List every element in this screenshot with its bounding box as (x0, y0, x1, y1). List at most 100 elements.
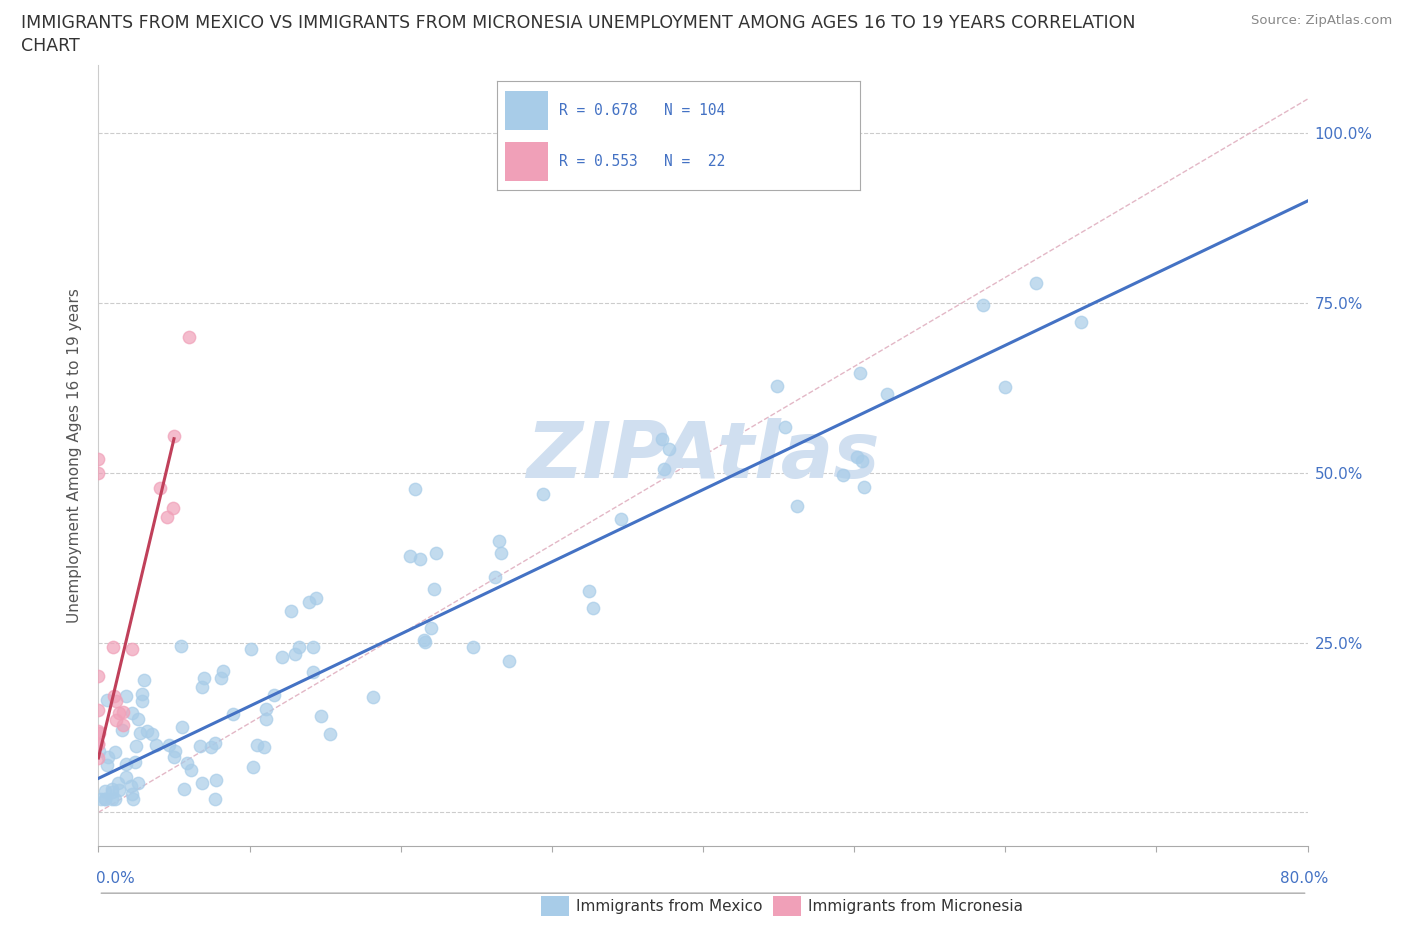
Point (489, 545, 512, 560)
Point (149, 480, 172, 495)
Point (209, 671, 232, 685)
Point (193, 671, 215, 685)
Point (107, 706, 129, 721)
Point (876, 387, 898, 402)
Text: 80.0%: 80.0% (1281, 871, 1329, 886)
Point (205, 773, 228, 788)
Point (96, 757, 118, 772)
Point (533, 486, 555, 501)
Point (288, 640, 311, 655)
Point (263, 687, 285, 702)
Point (87, 669, 110, 684)
Point (610, 512, 633, 526)
Point (107, 776, 129, 790)
Point (832, 467, 855, 482)
Point (180, 763, 202, 777)
Point (191, 680, 214, 695)
Point (319, 726, 342, 741)
Point (141, 727, 163, 742)
Point (652, 461, 675, 476)
Point (212, 664, 235, 679)
Point (89, 725, 111, 740)
Point (97, 750, 120, 764)
Point (104, 744, 127, 759)
Point (131, 687, 153, 702)
Point (256, 711, 278, 726)
Point (120, 778, 142, 793)
Point (111, 723, 134, 737)
Point (420, 620, 443, 635)
Point (253, 739, 276, 754)
Point (162, 429, 184, 444)
Point (114, 769, 136, 784)
Text: Immigrants from Micronesia: Immigrants from Micronesia (808, 899, 1024, 914)
Point (578, 584, 600, 599)
Point (111, 717, 134, 732)
Text: CHART: CHART (21, 37, 80, 55)
Point (94, 791, 117, 806)
Point (786, 498, 808, 513)
Point (204, 735, 226, 750)
Point (413, 633, 436, 648)
Point (188, 738, 211, 753)
Y-axis label: Unemployment Among Ages 16 to 19 years: Unemployment Among Ages 16 to 19 years (67, 288, 83, 623)
Point (100, 785, 122, 800)
Point (413, 634, 436, 649)
Point (105, 712, 128, 727)
Point (170, 639, 193, 654)
Point (177, 329, 200, 344)
Point (103, 688, 125, 703)
Point (851, 454, 873, 469)
Point (775, 419, 797, 434)
Point (463, 640, 485, 655)
Point (87, 751, 110, 765)
Point (270, 650, 292, 665)
Text: IMMIGRANTS FROM MEXICO VS IMMIGRANTS FROM MICRONESIA UNEMPLOYMENT AMONG AGES 16 : IMMIGRANTS FROM MEXICO VS IMMIGRANTS FRO… (21, 14, 1136, 32)
Point (972, 298, 994, 312)
Point (121, 706, 143, 721)
Point (90, 791, 112, 806)
Point (132, 672, 155, 687)
Point (165, 743, 187, 758)
Point (994, 379, 1017, 394)
Point (176, 755, 198, 770)
Point (108, 782, 131, 797)
Point (239, 642, 262, 657)
Point (298, 594, 321, 609)
Point (425, 545, 447, 560)
Point (361, 690, 384, 705)
Point (162, 500, 184, 515)
Point (101, 781, 124, 796)
Point (127, 711, 149, 726)
Text: Source: ZipAtlas.com: Source: ZipAtlas.com (1251, 14, 1392, 27)
Point (765, 379, 787, 393)
Point (191, 776, 214, 790)
Point (582, 601, 605, 616)
Point (173, 781, 195, 796)
Point (87, 737, 110, 751)
Point (484, 569, 506, 584)
Point (254, 702, 277, 717)
Point (101, 640, 124, 655)
Point (488, 534, 510, 549)
Point (302, 639, 325, 654)
Text: ZIPAtlas: ZIPAtlas (526, 418, 880, 494)
Point (127, 776, 149, 790)
Point (172, 719, 194, 734)
Point (852, 480, 875, 495)
Point (155, 510, 177, 525)
Point (100, 791, 122, 806)
Point (135, 724, 157, 738)
Point (104, 791, 127, 806)
Point (204, 791, 226, 806)
Point (284, 647, 307, 662)
Point (222, 706, 245, 721)
Point (246, 737, 269, 752)
Point (200, 740, 222, 755)
Point (87, 703, 110, 718)
Point (104, 694, 127, 709)
Point (305, 591, 328, 605)
Point (87, 737, 110, 751)
Point (157, 737, 180, 752)
Point (242, 760, 264, 775)
